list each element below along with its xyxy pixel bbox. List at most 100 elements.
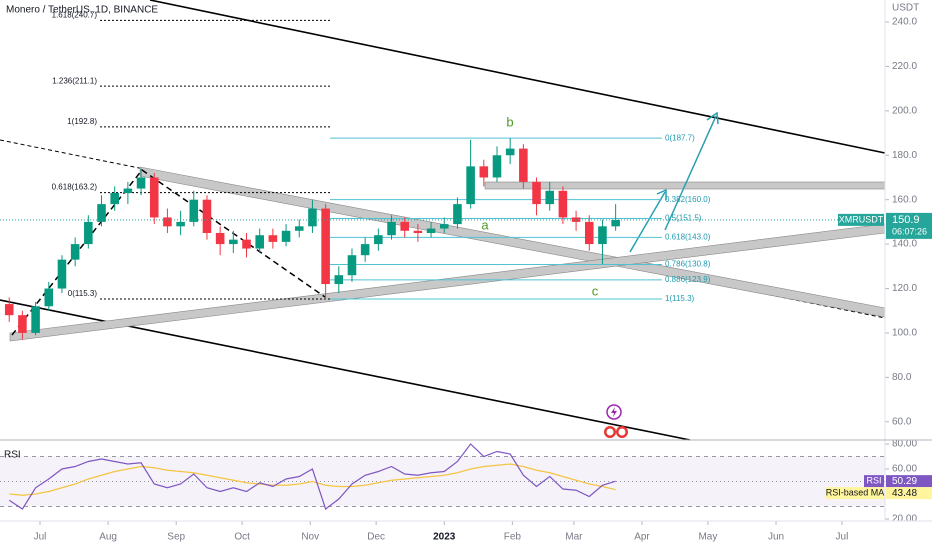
x-tick-label: Jul [836, 532, 849, 543]
candle-body [176, 221, 185, 227]
rsi-pane [0, 456, 885, 507]
candle-body [492, 155, 502, 178]
y-tick-label: 60.0 [892, 416, 912, 427]
candle-body [4, 304, 14, 316]
candle-body [268, 235, 278, 242]
wave-label: a [481, 217, 489, 232]
fib-label: 0.5(151.5) [665, 214, 702, 223]
candle-body [426, 228, 436, 233]
symbol-label: XMRUSDT [839, 214, 884, 224]
candle-body [387, 221, 396, 236]
rsi-name: RSI [866, 476, 881, 486]
candle-body [202, 199, 212, 233]
candle-body [294, 226, 304, 231]
candle-body [321, 208, 330, 285]
fib-label: 0.382(160.0) [665, 195, 711, 204]
fib-label: 0.786(130.8) [665, 260, 711, 269]
x-tick-label: Nov [301, 532, 319, 543]
rsi-value-badge [886, 475, 932, 488]
fib-label: 1.236(211.1) [52, 76, 97, 85]
plot: 60.0 80.0 100.0 120.0 140.0 160.0 180.0 200.0 22… [0, 11, 932, 543]
trend-line [149, 0, 886, 154]
y-tick-label: 220.0 [892, 61, 917, 72]
y-tick-label: 160.0 [892, 194, 917, 205]
candle-body [505, 148, 515, 156]
price-label: 150.9 [892, 214, 920, 226]
candle-body [611, 219, 620, 227]
wave-label: b [506, 114, 513, 129]
candle-body [598, 226, 607, 245]
candle-body [584, 221, 594, 245]
candle-body [163, 217, 172, 227]
candle-body [360, 244, 370, 256]
candle-body [255, 235, 264, 249]
ma-name: RSI-based MA [826, 488, 885, 498]
x-tick-label: 2023 [433, 532, 456, 543]
fib-label: 1(115.3) [665, 294, 695, 303]
fib-label: 0.618(143.0) [665, 233, 711, 242]
rsi-y-tick-label: 20.00 [892, 514, 917, 525]
countdown-label: 06:07:26 [892, 226, 927, 236]
y-tick-label: 200.0 [892, 105, 917, 116]
rsi-y-tick-label: 60.00 [892, 464, 917, 475]
candle-body [453, 204, 462, 225]
rsi-title: RSI [4, 450, 21, 461]
candle-body [215, 232, 225, 245]
candle-body [347, 255, 357, 276]
x-tick-label: Sep [167, 532, 185, 543]
candle-body [229, 239, 238, 245]
y-tick-label: 100.0 [892, 328, 917, 339]
price-badge [886, 212, 932, 239]
chart-title: Monero / TetherUS, 1D, BINANCE [6, 5, 158, 16]
candle-body [519, 148, 528, 182]
x-tick-label: May [698, 532, 717, 543]
candle-body [532, 181, 541, 205]
candle-body [149, 177, 159, 218]
fib-label: 1(192.8) [67, 117, 97, 126]
rsi-name-badge [864, 475, 884, 488]
ma-value: 43.48 [892, 488, 917, 499]
fib-label: 0.618(163.2) [52, 183, 98, 192]
wave-path [11, 168, 326, 336]
x-tick-label: Dec [367, 532, 385, 543]
fib-label: 1.618(240.7) [52, 11, 98, 20]
candle-body [308, 208, 317, 227]
candle-body [545, 190, 555, 205]
candle-body [439, 224, 449, 229]
fib-label: 0.886(123.9) [665, 275, 711, 284]
axis-unit: USDT [892, 3, 919, 14]
y-tick-label: 120.0 [892, 283, 917, 294]
y-tick-label: 140.0 [892, 239, 917, 250]
candle-body [123, 188, 133, 194]
candle-body [479, 166, 489, 178]
y-tick-label: 180.0 [892, 150, 917, 161]
candle-body [70, 244, 80, 260]
candle-body [97, 204, 106, 222]
rsi-band [0, 456, 885, 507]
candle-body [334, 275, 344, 285]
x-tick-label: Jun [768, 532, 784, 543]
candle-body [136, 177, 146, 189]
candle-body [110, 193, 119, 205]
x-tick-label: Feb [504, 532, 522, 543]
fib-label: 0(115.3) [68, 289, 98, 298]
candle-body [558, 190, 568, 218]
rsi-y-tick-label: 80.00 [892, 439, 917, 450]
candle-body [281, 230, 291, 242]
rsi-value: 50.29 [892, 476, 917, 487]
rsi-ma-line [9, 463, 616, 496]
x-tick-label: Aug [99, 532, 117, 543]
y-tick-label: 240.0 [892, 17, 917, 28]
ma-name-badge [826, 487, 884, 500]
events [604, 404, 628, 438]
wave-label: c [592, 283, 599, 298]
y-tick-label: 80.0 [892, 372, 912, 383]
x-tick-label: Oct [234, 532, 250, 543]
fib-label: 0(187.7) [665, 133, 695, 142]
candle-body [400, 221, 409, 231]
arrows [629, 111, 719, 253]
candle-body [31, 306, 40, 333]
candle-body [189, 199, 199, 222]
